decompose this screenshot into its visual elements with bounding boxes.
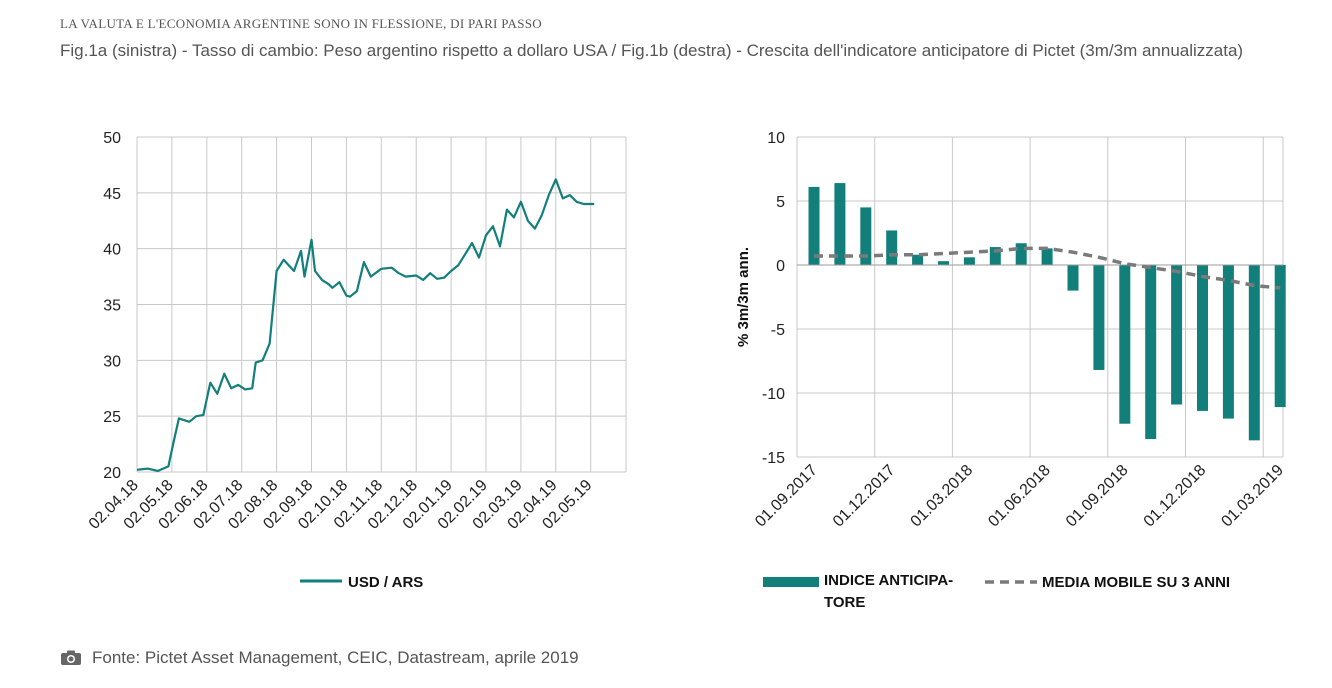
bar — [1274, 265, 1286, 408]
x-tick-label: 01.09.2017 — [752, 462, 821, 531]
bar — [1197, 265, 1208, 411]
bar — [938, 261, 949, 265]
y-tick-label: 50 — [103, 130, 121, 147]
bar — [860, 207, 872, 265]
chart-kicker-title: LA VALUTA E L'ECONOMIA ARGENTINE SONO IN… — [60, 16, 542, 31]
y-tick-label: 20 — [103, 465, 121, 482]
bar — [912, 254, 924, 265]
legend-label-indice: INDICE ANTICIPA- — [824, 572, 953, 589]
legend-right: INDICE ANTICIPA- TORE MEDIA MOBILE SU 3 AN… — [763, 572, 1230, 611]
bar — [886, 230, 898, 265]
bar — [1119, 265, 1131, 424]
chart-subtitle: Fig.1a (sinistra) - Tasso di cambio: Pes… — [60, 41, 1244, 60]
legend-label-moving-average: MEDIA MOBILE SU 3 ANNI — [1042, 574, 1230, 591]
bar — [1041, 248, 1053, 265]
charts-canvas: 2025303540455002.04.1802.05.1802.06.1802… — [86, 130, 1287, 611]
y-tick-label: -10 — [762, 386, 785, 403]
y-tick-label: 10 — [767, 130, 785, 147]
x-tick-label: 01.12.2018 — [1141, 462, 1210, 531]
x-tick-label: 01.03.2019 — [1218, 462, 1287, 531]
source-note: Fonte: Pictet Asset Management, CEIC, Da… — [60, 648, 579, 668]
bar — [1145, 265, 1157, 440]
x-tick-label: 01.06.2018 — [985, 462, 1054, 531]
y-tick-label: 5 — [776, 194, 785, 211]
bar — [1015, 243, 1027, 265]
y-tick-label: 25 — [103, 409, 121, 426]
bar — [989, 247, 1001, 265]
legend-left: USD / ARS — [300, 574, 423, 591]
series-line-usd-ars — [136, 178, 595, 472]
bar — [834, 183, 846, 265]
bar — [963, 257, 975, 265]
bar — [1067, 265, 1079, 291]
bar — [1171, 265, 1183, 405]
legend-label-indice-cont: TORE — [824, 594, 865, 611]
bar — [1093, 265, 1105, 370]
series-line-moving-average — [814, 246, 1281, 290]
y-tick-label: 40 — [103, 242, 121, 259]
source-text: Fonte: Pictet Asset Management, CEIC, Da… — [92, 648, 579, 667]
x-tick-label: 01.03.2018 — [908, 462, 977, 531]
legend-label-usd-ars: USD / ARS — [348, 574, 423, 591]
legend-swatch-indice — [763, 577, 819, 587]
y-axis-label: % 3m/3m ann. — [735, 247, 752, 347]
y-tick-label: 35 — [103, 298, 121, 315]
y-tick-label: -15 — [762, 450, 785, 467]
x-tick-label: 01.09.2018 — [1063, 462, 1132, 531]
exchange-rate-chart: 2025303540455002.04.1802.05.1802.06.1802… — [86, 130, 627, 591]
y-tick-label: 30 — [103, 353, 121, 370]
bar — [1248, 265, 1260, 441]
y-tick-label: -5 — [771, 322, 785, 339]
x-tick-label: 01.12.2017 — [830, 462, 899, 531]
y-tick-label: 0 — [776, 258, 785, 275]
y-tick-label: 45 — [103, 186, 121, 203]
bar — [808, 186, 820, 265]
camera-icon — [61, 650, 81, 665]
bar — [1222, 265, 1234, 419]
